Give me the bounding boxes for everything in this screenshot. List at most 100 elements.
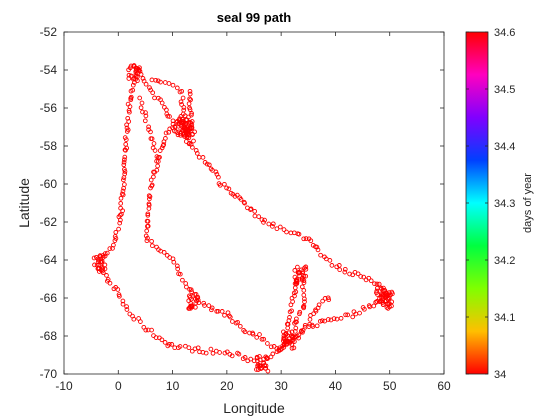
x-tick-label: 10	[166, 379, 180, 393]
data-point	[294, 277, 300, 282]
data-point	[254, 335, 260, 340]
data-point	[118, 195, 124, 201]
data-point	[289, 308, 294, 314]
data-point	[182, 133, 187, 139]
colorbar-tick-label: 34.6	[494, 27, 515, 39]
data-point	[196, 154, 202, 160]
data-point	[105, 277, 111, 282]
y-tick-label: -68	[40, 329, 58, 343]
data-point	[209, 305, 215, 311]
data-point	[100, 266, 106, 272]
data-point	[118, 201, 124, 206]
data-point	[193, 148, 199, 153]
data-point	[303, 236, 309, 241]
data-point	[145, 212, 151, 218]
data-point	[345, 312, 351, 318]
data-point	[277, 345, 282, 351]
data-point	[161, 250, 167, 255]
data-point	[131, 316, 137, 322]
data-point	[166, 129, 172, 135]
y-axis-ticks: -52 -54 -56 -58 -60 -62 -64 -66 -68 -70	[40, 25, 444, 381]
data-point	[363, 277, 369, 283]
data-point	[296, 332, 302, 338]
data-point	[187, 96, 192, 102]
data-point	[124, 304, 129, 309]
data-point	[303, 264, 309, 270]
data-point	[158, 79, 163, 85]
data-point	[148, 136, 154, 141]
data-point	[124, 129, 130, 134]
data-point	[143, 81, 149, 87]
data-point	[187, 140, 192, 146]
data-point	[320, 298, 325, 304]
data-point	[189, 112, 194, 118]
data-point	[149, 238, 154, 244]
data-point	[146, 193, 152, 199]
data-point	[178, 114, 184, 119]
data-point	[224, 185, 229, 191]
data-point	[237, 323, 243, 329]
data-point	[180, 95, 186, 101]
data-point	[294, 316, 299, 322]
data-point	[171, 259, 177, 265]
x-axis-ticks: -10 0 10 20 30 40 50 60	[55, 32, 451, 393]
data-point	[303, 273, 309, 279]
data-point	[147, 194, 153, 199]
data-point	[386, 290, 392, 295]
data-point	[326, 297, 332, 303]
data-point	[123, 147, 128, 153]
data-point	[182, 113, 188, 119]
data-point	[252, 208, 258, 214]
y-tick-label: -56	[40, 101, 58, 115]
data-point	[151, 174, 156, 180]
y-axis-label: Latitude	[16, 178, 32, 228]
y-tick-label: -58	[40, 139, 58, 153]
y-tick-label: -60	[40, 177, 58, 191]
data-point	[241, 199, 247, 205]
data-point	[124, 122, 129, 128]
data-point	[245, 205, 250, 211]
data-point	[378, 291, 384, 297]
data-point	[170, 82, 176, 88]
data-point	[292, 329, 298, 334]
colorbar-tick-label: 34.5	[494, 84, 515, 96]
data-point	[255, 358, 260, 364]
data-point	[235, 319, 240, 325]
data-point	[121, 159, 127, 165]
colorbar: 34 34.1 34.2 34.3 34.4 34.5 34.6 days of year	[465, 27, 534, 381]
chart-title: seal 99 path	[217, 10, 291, 25]
data-point	[279, 346, 285, 351]
data-point	[121, 177, 126, 183]
x-tick-label: -10	[55, 379, 73, 393]
colorbar-tick-label: 34.4	[494, 141, 515, 153]
data-point	[124, 307, 130, 312]
y-tick-label: -54	[40, 63, 58, 77]
data-point	[149, 327, 154, 333]
data-point	[94, 262, 100, 268]
data-point	[177, 271, 183, 277]
data-point	[301, 280, 307, 286]
data-point	[300, 276, 305, 281]
data-point	[265, 368, 271, 374]
data-point	[128, 88, 134, 94]
data-point	[230, 319, 235, 324]
data-point	[210, 350, 216, 356]
x-tick-label: 30	[274, 379, 288, 393]
data-point	[164, 111, 170, 117]
data-point	[186, 127, 192, 133]
data-point	[186, 135, 192, 141]
data-point	[175, 132, 181, 138]
data-point	[131, 76, 136, 82]
data-point	[226, 186, 232, 192]
data-point	[121, 185, 126, 191]
data-point	[325, 295, 331, 301]
data-point	[281, 335, 287, 341]
data-point	[153, 77, 159, 83]
data-point	[234, 192, 240, 198]
data-point	[187, 107, 193, 112]
data-point	[120, 192, 126, 198]
data-point	[307, 321, 312, 327]
data-point	[202, 160, 208, 165]
data-point	[104, 250, 110, 256]
data-point	[357, 310, 362, 316]
